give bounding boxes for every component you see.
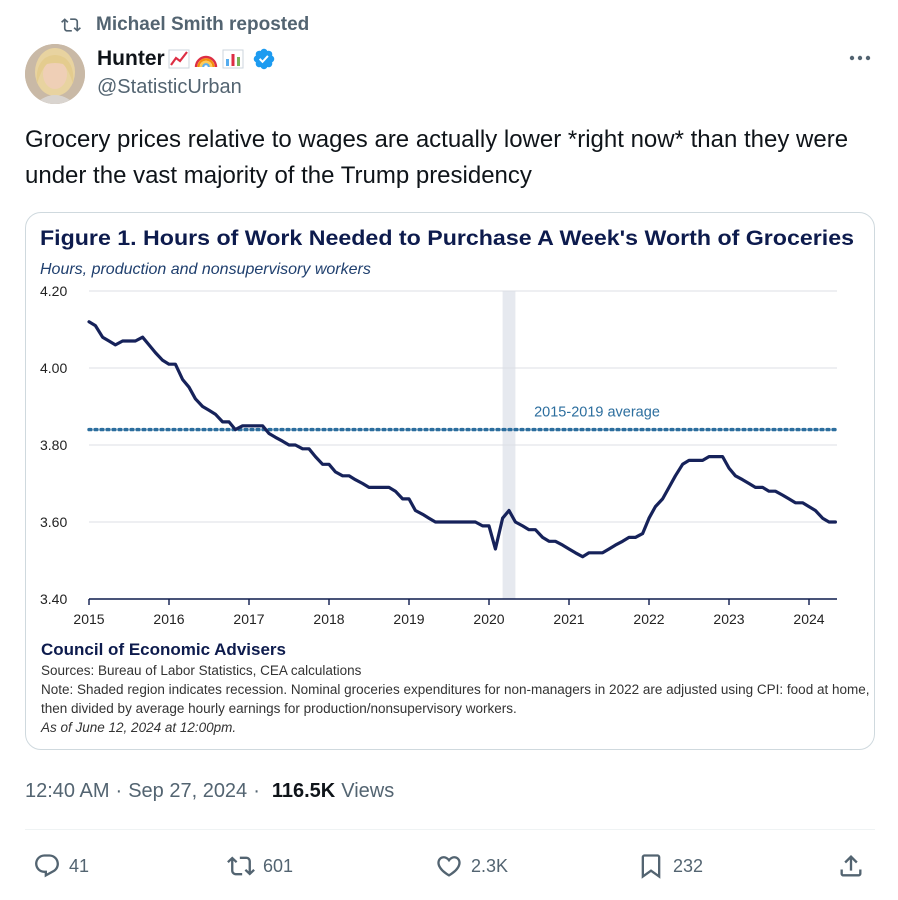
x-tick-label: 2023	[713, 611, 744, 627]
chart-increasing-emoji-icon	[167, 47, 191, 71]
author-emoji-badges	[167, 47, 248, 71]
average-reference-label: 2015-2019 average	[534, 405, 660, 421]
repost-action-icon	[227, 856, 255, 876]
chart-as-of: As of June 12, 2024 at 12:00pm.	[41, 720, 237, 735]
tweet-meta: 12:40 AM · Sep 27, 2024 · 116.5K Views	[25, 778, 394, 804]
tweet-time[interactable]: 12:40 AM	[25, 779, 110, 802]
chart-sources: Sources: Bureau of Labor Statistics, CEA…	[41, 663, 362, 678]
separator-dot: ·	[253, 779, 260, 802]
rainbow-emoji-icon	[194, 47, 218, 71]
repost-count: 601	[263, 855, 294, 876]
author-info[interactable]: Hunter @StatisticUrban	[97, 44, 276, 99]
y-tick-label: 4.20	[40, 283, 67, 299]
bar-chart-emoji-icon	[221, 47, 245, 71]
repost-text: Michael Smith reposted	[96, 14, 310, 35]
chart-footer: Council of Economic Advisers Sources: Bu…	[41, 639, 871, 737]
x-tick-label: 2020	[473, 611, 504, 627]
reply-button[interactable]: 41	[33, 846, 89, 886]
views-label: Views	[341, 779, 395, 802]
chart-source-org: Council of Economic Advisers	[41, 640, 286, 659]
bookmark-icon	[641, 854, 661, 879]
y-tick-label: 3.40	[40, 591, 67, 607]
x-tick-label: 2019	[393, 611, 424, 627]
avatar[interactable]	[25, 44, 85, 104]
action-bar: 41 601 2.3K 232	[25, 846, 875, 886]
like-button[interactable]: 2.3K	[435, 846, 508, 886]
chart-subtitle: Hours, production and nonsupervisory wor…	[40, 261, 371, 278]
verified-badge-icon	[253, 48, 274, 70]
separator-dot: ·	[115, 779, 123, 802]
chart-title: Figure 1. Hours of Work Needed to Purcha…	[40, 226, 854, 250]
repost-icon	[61, 18, 81, 32]
series-line	[87, 320, 838, 559]
y-tick-label: 3.80	[40, 437, 67, 453]
y-tick-label: 3.60	[40, 514, 67, 530]
bookmark-count: 232	[673, 855, 704, 876]
author-handle[interactable]: @StatisticUrban	[97, 76, 242, 98]
views-count: 116.5K	[271, 779, 336, 802]
share-button[interactable]	[837, 846, 873, 886]
media-image-card[interactable]: Figure 1. Hours of Work Needed to Purcha…	[25, 212, 875, 750]
x-tick-label: 2024	[793, 611, 824, 627]
repost-indicator[interactable]: Michael Smith reposted	[61, 12, 310, 38]
x-tick-label: 2018	[313, 611, 344, 627]
reply-count: 41	[69, 855, 90, 876]
x-tick-label: 2015	[73, 611, 104, 627]
reply-icon	[35, 854, 59, 878]
tweet-text: Grocery prices relative to wages are act…	[25, 126, 849, 189]
chart-note: Note: Shaded region indicates recession.…	[41, 682, 870, 716]
avatar-image	[25, 44, 85, 104]
bookmark-button[interactable]: 232	[637, 846, 703, 886]
x-tick-label: 2017	[233, 611, 264, 627]
y-tick-label: 4.00	[40, 360, 67, 376]
tweet-date[interactable]: Sep 27, 2024	[128, 779, 248, 802]
heart-icon	[437, 856, 461, 877]
divider	[25, 829, 875, 830]
author-name[interactable]: Hunter	[97, 47, 165, 70]
line-chart: Figure 1. Hours of Work Needed to Purcha…	[40, 226, 854, 627]
x-tick-label: 2021	[553, 611, 584, 627]
x-tick-label: 2016	[153, 611, 184, 627]
like-count: 2.3K	[471, 855, 509, 876]
repost-button[interactable]: 601	[227, 846, 293, 886]
share-icon	[840, 855, 862, 877]
x-tick-label: 2022	[633, 611, 664, 627]
more-options-icon[interactable]	[846, 48, 874, 68]
